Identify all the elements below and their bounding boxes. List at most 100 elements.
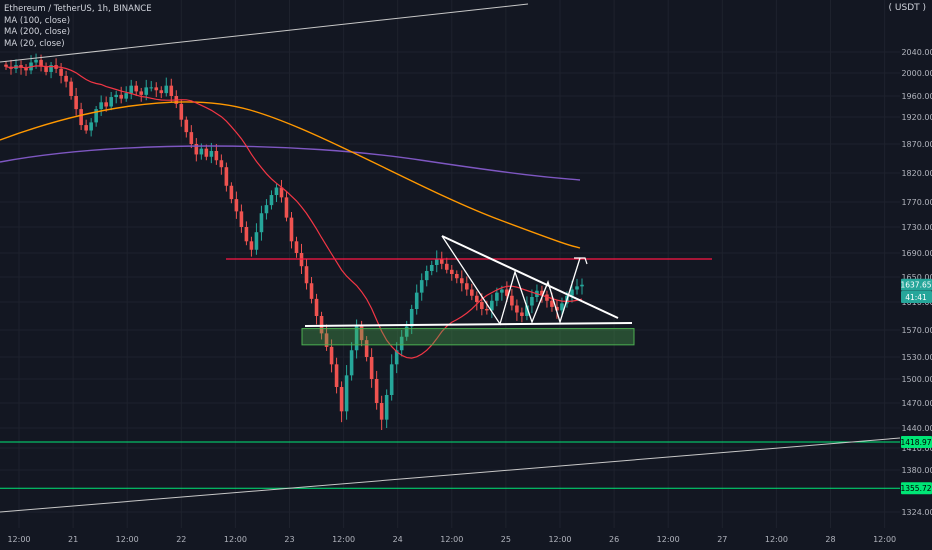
- candle-body: [149, 87, 154, 89]
- candle-body: [540, 290, 544, 295]
- candle-body: [470, 289, 474, 296]
- price-tick-label: 1470.00: [901, 399, 932, 408]
- candle-body: [319, 316, 324, 334]
- time-tick-label: 24: [393, 535, 403, 544]
- candle-body: [349, 350, 354, 376]
- price-tick-label: 1324.00: [901, 508, 932, 517]
- candle-body: [434, 259, 439, 265]
- candle-body: [164, 85, 169, 94]
- candle-body: [399, 336, 404, 351]
- legend-ma20: MA (20, close): [4, 38, 65, 49]
- ma100-line: [0, 101, 581, 249]
- candle-body: [79, 109, 83, 126]
- candle-body: [169, 85, 174, 96]
- candle-body: [99, 102, 103, 110]
- candle-body: [394, 350, 399, 365]
- time-tick-label: 26: [609, 535, 619, 544]
- time-tick-label: 12:00: [657, 535, 680, 544]
- candle-body: [550, 300, 554, 307]
- candle-body: [575, 286, 579, 290]
- lower-trendline: [0, 437, 901, 513]
- candle-body: [374, 379, 379, 403]
- price-badge-label: 41:41: [905, 293, 927, 302]
- price-tick-label: 1730.00: [901, 223, 932, 232]
- candle-body: [309, 283, 314, 299]
- candle-body: [244, 227, 249, 242]
- candle-body: [570, 289, 574, 296]
- wave-projection: [441, 235, 581, 326]
- time-axis: 12:00 21 12:00 22 12:00 23 12:00 24 12:00 25 12:00…: [7, 535, 896, 544]
- legend-ma200: MA (200, close): [4, 27, 71, 37]
- time-tick-label: 12:00: [765, 535, 788, 544]
- time-tick-label: 28: [825, 535, 835, 544]
- candle-body: [495, 292, 499, 301]
- price-tick-label: 1770.00: [901, 198, 932, 207]
- candle-body: [545, 294, 549, 301]
- currency-label: ( USDT ): [888, 3, 926, 13]
- candle-body: [449, 269, 454, 274]
- candles: [4, 53, 584, 430]
- candle-body: [580, 284, 584, 287]
- price-badges: 1637.65 41:41 1418.97 1355.72: [900, 278, 932, 495]
- candle-body: [34, 59, 38, 63]
- candle-body: [69, 81, 73, 96]
- candle-body: [64, 75, 68, 82]
- candle-body: [134, 85, 139, 92]
- candle-body: [314, 298, 319, 316]
- candle-body: [520, 312, 524, 316]
- candle-body: [224, 167, 229, 186]
- candle-body: [444, 263, 449, 270]
- time-tick-label: 25: [501, 535, 511, 544]
- legend-ma100: MA (100, close): [4, 15, 71, 26]
- candle-body: [294, 241, 299, 253]
- candle-body: [429, 265, 434, 271]
- candle-body: [264, 205, 269, 214]
- candle-body: [339, 387, 344, 412]
- price-tick-label: 1500.00: [901, 375, 932, 384]
- candle-body: [304, 266, 309, 284]
- price-tick-label: 1650.00: [901, 273, 932, 282]
- time-tick-label: 27: [717, 535, 727, 544]
- time-tick-label: 12:00: [548, 535, 571, 544]
- price-badge: [901, 436, 932, 449]
- time-tick-label: 12:00: [873, 535, 896, 544]
- price-tick-label: 2000.00: [901, 69, 932, 78]
- candle-body: [234, 199, 239, 212]
- price-tick-label: 2040.00: [901, 48, 932, 57]
- candle-body: [144, 87, 149, 95]
- candle-body: [515, 305, 519, 313]
- candle-body: [419, 280, 424, 293]
- candle-body: [239, 211, 244, 227]
- candle-body: [530, 297, 534, 306]
- candle-body: [124, 93, 129, 99]
- time-tick-label: 12:00: [116, 535, 139, 544]
- candle-body: [254, 232, 259, 250]
- candle-body: [404, 326, 409, 337]
- candle-body: [249, 241, 254, 250]
- price-badge-label: 1637.65: [900, 281, 931, 290]
- price-tick-label: 1820.00: [901, 169, 932, 178]
- candle-body: [324, 333, 329, 347]
- candle-body: [279, 187, 284, 198]
- candle-body: [344, 375, 349, 412]
- candle-body: [284, 197, 289, 218]
- candle-body: [84, 125, 88, 131]
- price-tick-label: 1690.00: [901, 249, 932, 258]
- ma200-line: [0, 145, 581, 181]
- candle-body: [500, 289, 504, 293]
- upper-trendline: [0, 3, 529, 63]
- price-tick-label: 1960.00: [901, 92, 932, 101]
- time-tick-label: 12:00: [7, 535, 30, 544]
- price-badge: [901, 291, 932, 303]
- support-zone: [301, 328, 635, 346]
- candle-body: [289, 217, 294, 242]
- candle-body: [219, 160, 224, 168]
- candle-body: [189, 132, 194, 144]
- candle-body: [409, 309, 414, 327]
- candle-body: [74, 96, 78, 110]
- price-tick-label: 1570.00: [901, 326, 932, 335]
- triangle-base-line: [304, 322, 633, 327]
- breakout-arrow: [574, 257, 588, 265]
- candle-body: [480, 302, 484, 309]
